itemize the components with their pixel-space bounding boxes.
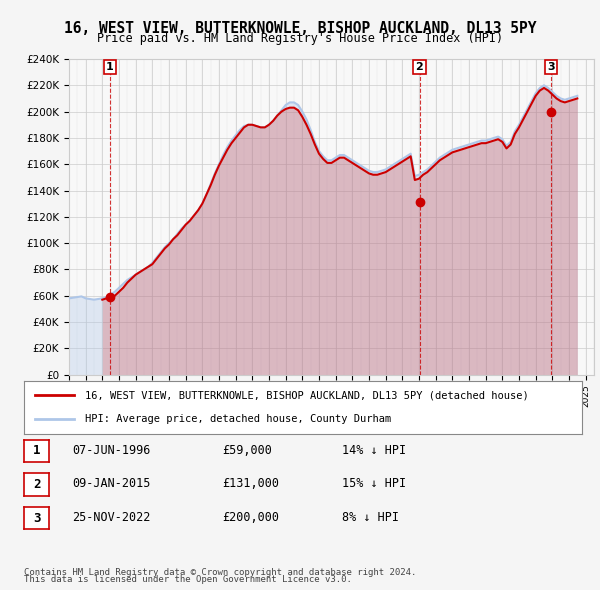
Text: £200,000: £200,000 bbox=[222, 511, 279, 524]
Text: Contains HM Land Registry data © Crown copyright and database right 2024.: Contains HM Land Registry data © Crown c… bbox=[24, 568, 416, 577]
Text: 8% ↓ HPI: 8% ↓ HPI bbox=[342, 511, 399, 524]
Text: 09-JAN-2015: 09-JAN-2015 bbox=[72, 477, 151, 490]
Text: 14% ↓ HPI: 14% ↓ HPI bbox=[342, 444, 406, 457]
Text: 1: 1 bbox=[33, 444, 40, 457]
Text: 3: 3 bbox=[547, 62, 554, 72]
Text: 15% ↓ HPI: 15% ↓ HPI bbox=[342, 477, 406, 490]
Text: 25-NOV-2022: 25-NOV-2022 bbox=[72, 511, 151, 524]
Text: This data is licensed under the Open Government Licence v3.0.: This data is licensed under the Open Gov… bbox=[24, 575, 352, 584]
Text: 1: 1 bbox=[106, 62, 113, 72]
Text: 3: 3 bbox=[33, 512, 40, 525]
Text: 2: 2 bbox=[416, 62, 424, 72]
Text: Price paid vs. HM Land Registry's House Price Index (HPI): Price paid vs. HM Land Registry's House … bbox=[97, 32, 503, 45]
Text: 2: 2 bbox=[33, 478, 40, 491]
Text: HPI: Average price, detached house, County Durham: HPI: Average price, detached house, Coun… bbox=[85, 414, 392, 424]
Text: 07-JUN-1996: 07-JUN-1996 bbox=[72, 444, 151, 457]
Text: £59,000: £59,000 bbox=[222, 444, 272, 457]
Text: 16, WEST VIEW, BUTTERKNOWLE, BISHOP AUCKLAND, DL13 5PY: 16, WEST VIEW, BUTTERKNOWLE, BISHOP AUCK… bbox=[64, 21, 536, 35]
Text: £131,000: £131,000 bbox=[222, 477, 279, 490]
Text: 16, WEST VIEW, BUTTERKNOWLE, BISHOP AUCKLAND, DL13 5PY (detached house): 16, WEST VIEW, BUTTERKNOWLE, BISHOP AUCK… bbox=[85, 391, 529, 401]
